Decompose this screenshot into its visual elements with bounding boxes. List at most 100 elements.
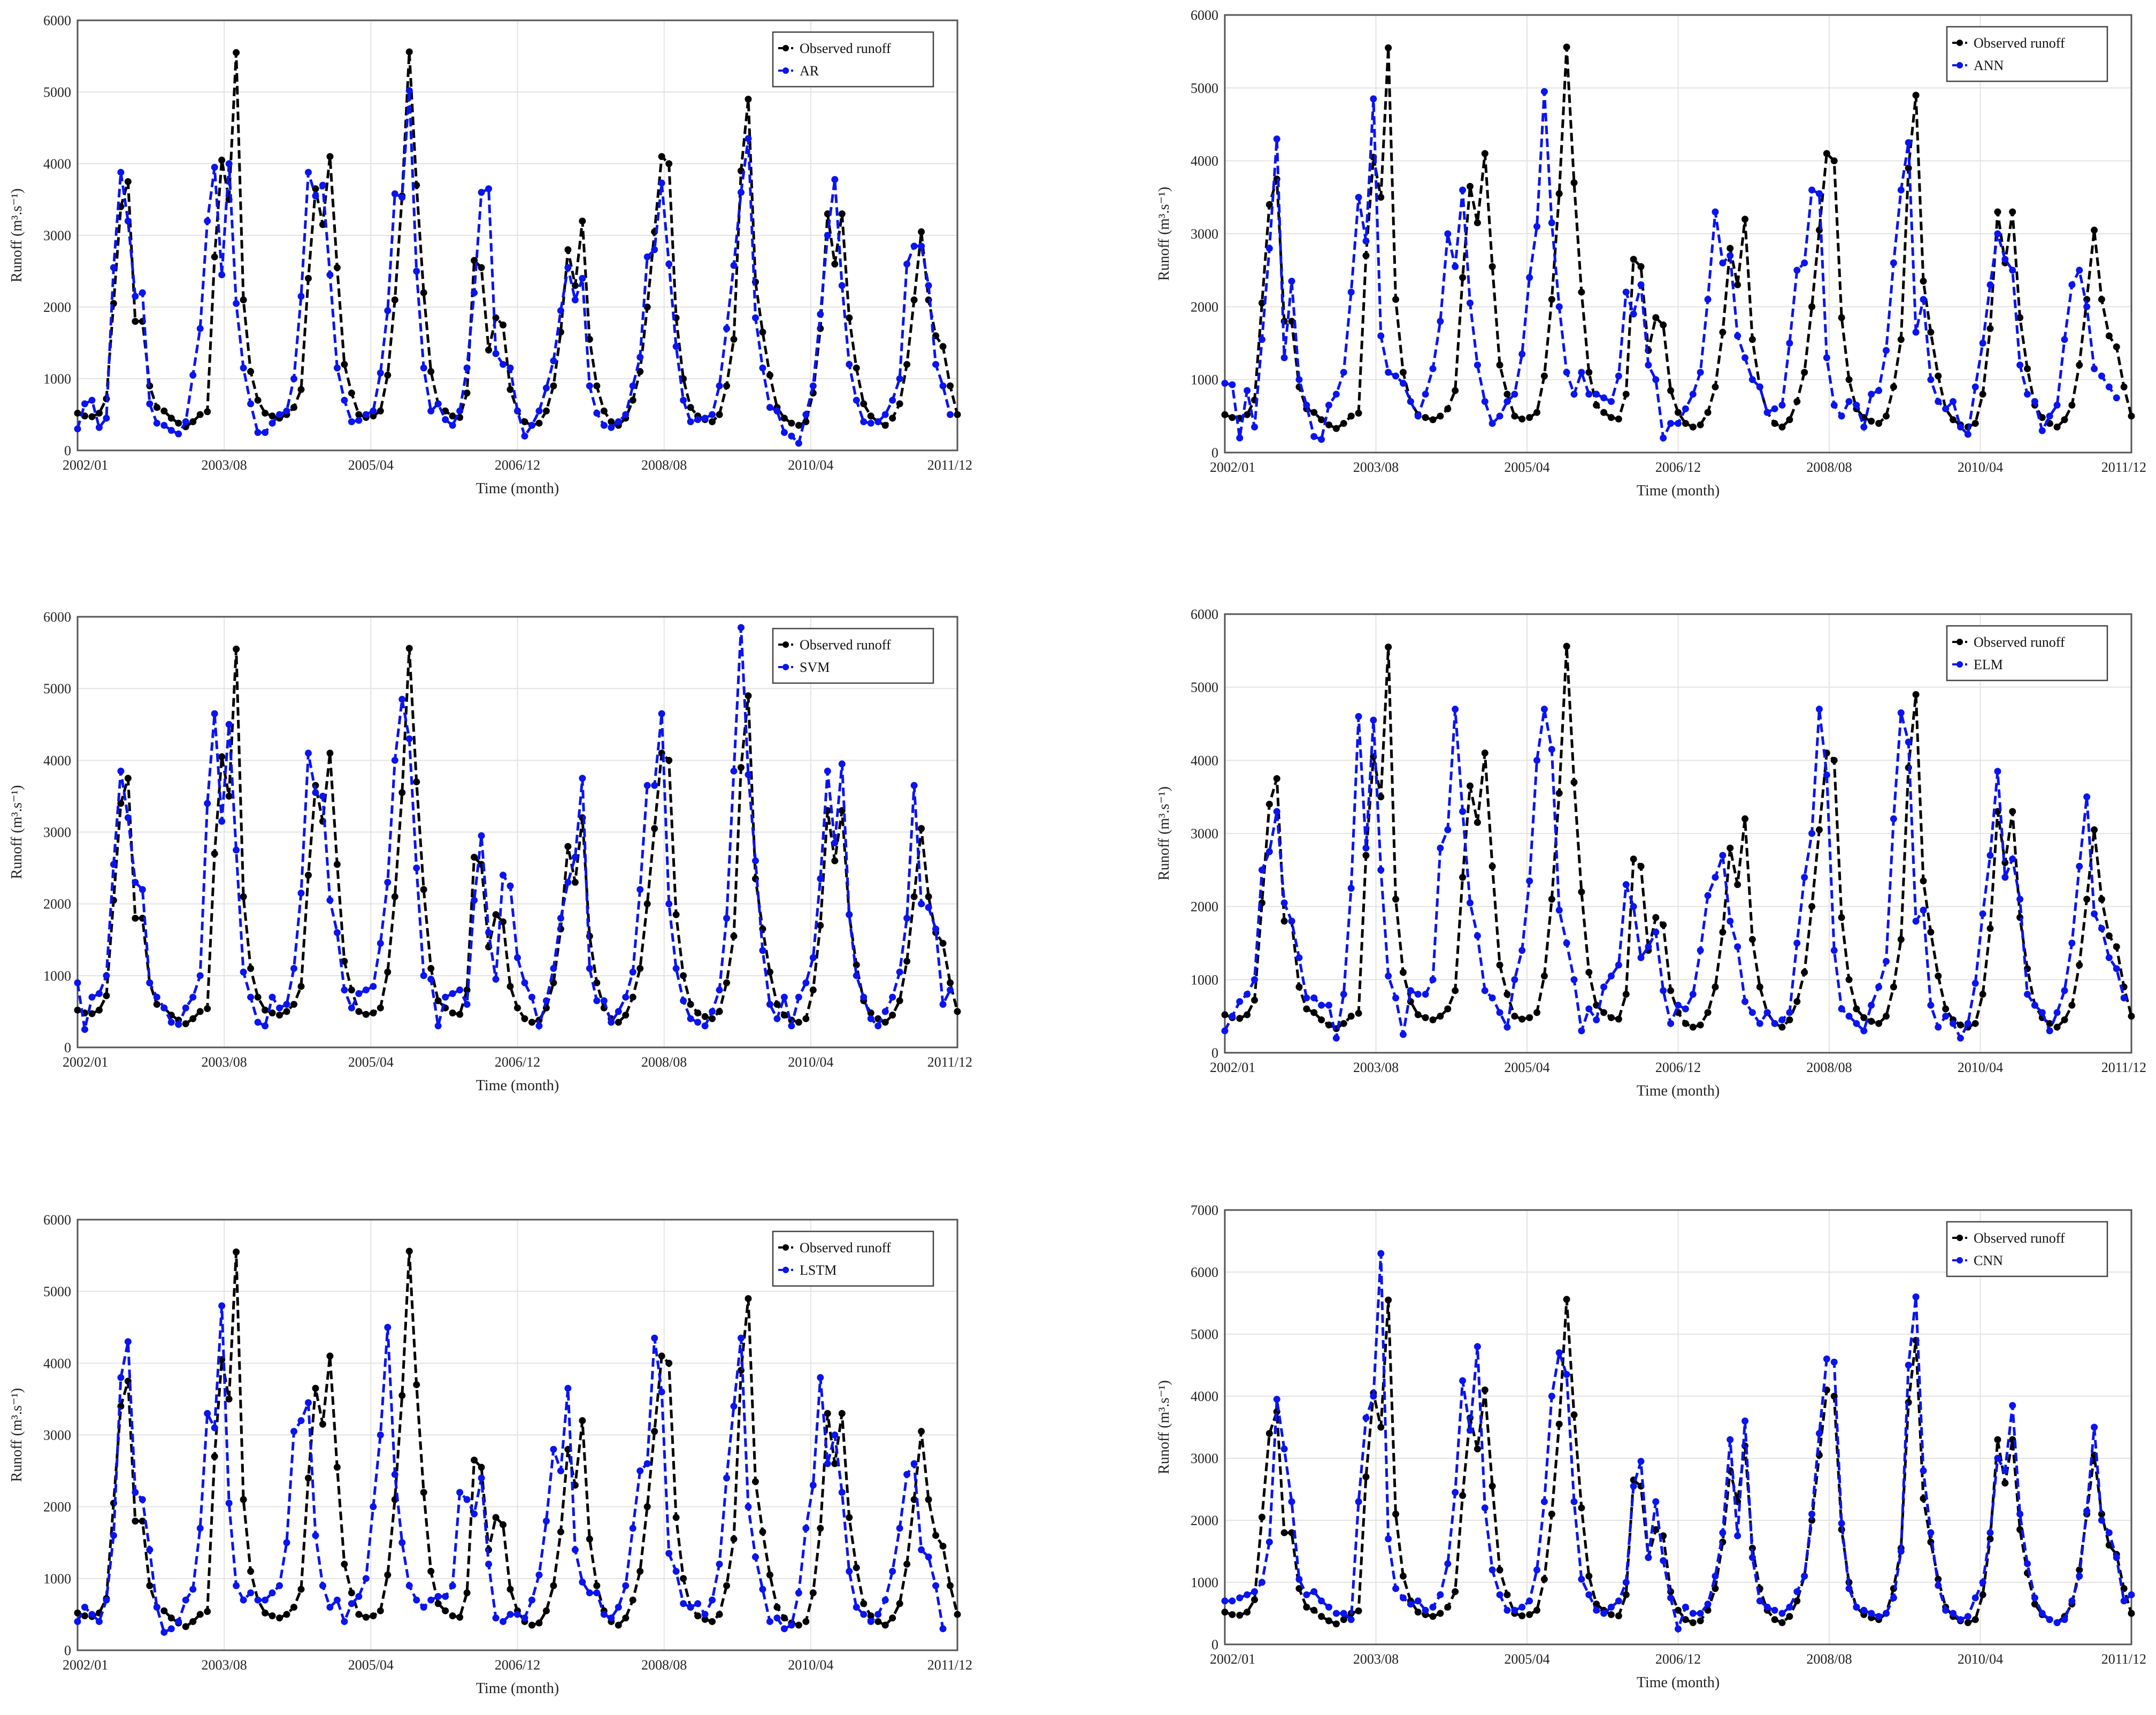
data-point-observed [348,389,355,397]
data-point-svm [160,1004,168,1012]
data-point-elm [1964,1020,1971,1027]
data-point-observed [1622,391,1630,398]
data-point-lstm [737,1334,745,1342]
data-point-svm [687,1015,694,1022]
data-point-ar [175,430,182,438]
data-point-observed [1444,1005,1452,1013]
data-point-ar [665,261,673,268]
data-point-ann [1429,365,1437,372]
data-point-observed [1830,756,1838,764]
data-point-lstm [139,1496,146,1503]
data-point-observed [297,983,305,990]
data-point-observed [463,389,471,397]
data-point-observed [1221,1011,1229,1019]
data-point-svm [507,882,514,890]
data-point-svm [377,939,384,947]
data-point-observed [2128,1610,2135,1617]
data-point-cnn [1704,1601,1712,1608]
data-point-observed [492,911,500,918]
data-point-cnn [1518,1603,1526,1611]
data-point-lstm [304,1399,312,1406]
data-point-ar [896,375,903,382]
data-point-observed [889,1012,896,1019]
data-point-observed [514,1004,521,1012]
data-point-ar [463,364,471,372]
data-point-observed [1518,415,1526,423]
data-point-svm [167,1019,175,1026]
data-point-cnn [1474,1343,1481,1350]
data-point-observed [1845,376,1853,384]
data-point-cnn [1273,1396,1280,1403]
data-point-lstm [362,1575,370,1582]
y-axis-label: Runoff (m³.s⁻¹) [1156,1380,1172,1474]
data-point-cnn [1883,1610,1890,1617]
legend-marker-swatch [1956,1235,1963,1241]
data-point-cnn [1860,1606,1868,1614]
data-point-ar [110,264,117,271]
data-point-observed [925,1496,932,1503]
data-point-ann [1578,369,1585,376]
data-point-observed [1979,1591,1986,1598]
data-point-elm [2098,925,2105,932]
data-point-observed [918,825,925,832]
data-point-observed [74,409,81,417]
data-point-observed [636,368,644,376]
data-point-ar [478,189,485,196]
data-point-ann [1422,391,1429,398]
data-point-ar [427,407,435,415]
data-point-observed [557,1528,564,1536]
data-point-elm [1645,943,1652,951]
data-point-lstm [903,1471,911,1478]
data-point-cnn [1748,1554,1756,1561]
data-point-observed [1615,415,1622,423]
data-point-observed [903,1560,911,1568]
data-point-observed [1459,874,1467,881]
data-point-observed [427,964,435,972]
data-point-observed [1489,1482,1496,1490]
data-point-elm [1229,1013,1236,1020]
data-point-observed [773,1001,781,1008]
data-point-observed [384,1571,392,1579]
data-point-elm [1570,976,1578,983]
x-axis-label: Time (month) [1637,1674,1720,1691]
data-point-cnn [1808,1510,1816,1518]
legend-box [772,31,934,88]
data-point-observed [2053,1023,2061,1031]
data-point-observed [2031,1601,2038,1608]
data-point-ar [124,217,132,225]
data-point-cnn [1950,1610,1957,1617]
data-point-observed [889,415,896,422]
data-point-ar [132,293,139,300]
data-point-svm [74,979,81,986]
data-point-elm [1244,991,1251,998]
data-point-observed [1622,991,1630,998]
data-point-observed [1355,1607,1362,1614]
data-point-ar [74,425,81,433]
data-point-observed [1748,936,1756,943]
data-point-observed [1340,1020,1347,1027]
data-point-observed [795,422,802,429]
data-point-observed [471,257,478,264]
data-point-cnn [1355,1498,1362,1505]
data-point-elm [1407,987,1414,994]
data-point-svm [427,976,435,983]
data-point-cnn [1622,1579,1630,1586]
data-point-observed [456,1613,464,1621]
y-tick-label: 0 [64,443,71,458]
data-point-elm [1935,1023,1942,1031]
data-point-ann [1652,376,1660,384]
data-point-lstm [846,1567,853,1575]
x-tick-label: 2008/08 [1806,1651,1852,1667]
x-tick-label: 2010/04 [788,1054,833,1070]
data-point-observed [1719,929,1727,936]
data-point-observed [542,407,550,415]
data-point-lstm [564,1384,572,1392]
data-point-observed [716,1611,723,1618]
data-point-ann [1489,419,1496,427]
data-point-cnn [1429,1603,1437,1611]
data-point-observed [1637,863,1645,870]
data-point-observed [1697,421,1704,428]
data-point-observed [535,1619,543,1627]
data-point-cnn [1325,1603,1333,1611]
x-tick-label: 2003/08 [1353,1060,1399,1075]
